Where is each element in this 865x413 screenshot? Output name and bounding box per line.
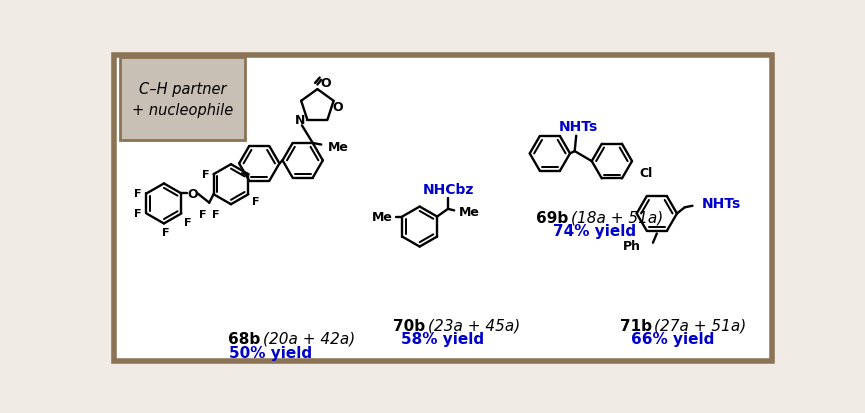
- Text: (18a + 51a): (18a + 51a): [571, 210, 663, 225]
- Text: O: O: [321, 77, 331, 90]
- Text: 69b: 69b: [536, 210, 568, 225]
- Text: N: N: [295, 114, 305, 127]
- Text: (20a + 42a): (20a + 42a): [263, 331, 356, 346]
- Text: F: F: [202, 170, 209, 180]
- Text: (27a + 51a): (27a + 51a): [655, 318, 746, 333]
- Text: 58% yield: 58% yield: [401, 332, 484, 347]
- Text: NHTs: NHTs: [559, 120, 599, 134]
- Text: O: O: [332, 100, 343, 113]
- Text: 50% yield: 50% yield: [229, 345, 312, 360]
- Text: F: F: [162, 228, 170, 238]
- Text: 68b: 68b: [228, 331, 260, 346]
- Text: 70b: 70b: [394, 318, 426, 333]
- Text: (23a + 45a): (23a + 45a): [428, 318, 521, 333]
- Text: Cl: Cl: [640, 167, 653, 180]
- Text: F: F: [252, 196, 259, 206]
- Text: NHTs: NHTs: [702, 197, 741, 211]
- Text: F: F: [134, 189, 142, 199]
- Text: Me: Me: [458, 206, 480, 219]
- Text: F: F: [213, 209, 220, 219]
- Text: Me: Me: [372, 211, 393, 223]
- Text: Ph: Ph: [624, 240, 641, 253]
- FancyBboxPatch shape: [114, 56, 772, 361]
- Text: Me: Me: [328, 140, 349, 153]
- Text: F: F: [134, 209, 142, 219]
- Text: F: F: [184, 217, 192, 227]
- Text: 74% yield: 74% yield: [554, 223, 637, 238]
- FancyBboxPatch shape: [119, 58, 246, 141]
- Text: 66% yield: 66% yield: [631, 332, 714, 347]
- Text: C–H partner
+ nucleophile: C–H partner + nucleophile: [131, 81, 234, 117]
- Text: O: O: [187, 188, 197, 200]
- Text: F: F: [199, 209, 206, 219]
- Text: 71b: 71b: [619, 318, 651, 333]
- Text: NHCbz: NHCbz: [422, 183, 474, 196]
